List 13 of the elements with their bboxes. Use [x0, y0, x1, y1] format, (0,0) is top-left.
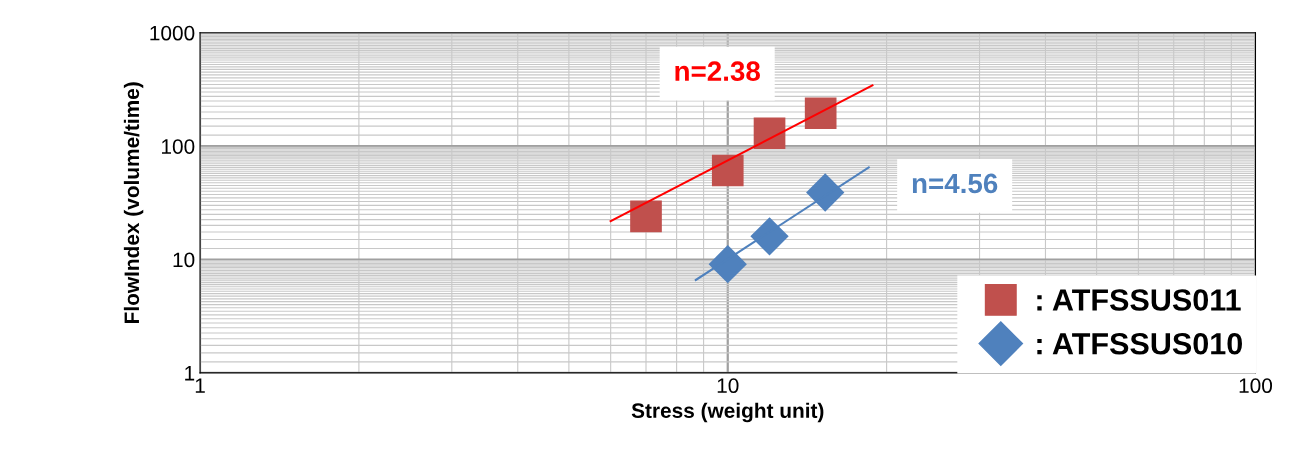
y-tick-label: 10	[173, 252, 195, 268]
annotation: n=4.56	[912, 173, 998, 194]
y-tick-label: 1	[185, 366, 195, 381]
x-tick-label: 100	[1239, 378, 1273, 394]
annotation: n=2.38	[675, 61, 760, 82]
y-axis-title: FlowIndex (volume/time)	[123, 82, 144, 323]
x-axis-title: Stress (weight unit)	[631, 402, 824, 423]
x-tick-label: 1	[195, 378, 205, 393]
legend-label: : ATFSSUS010	[1037, 332, 1242, 355]
y-tick-label: 100	[162, 139, 195, 154]
x-tick-label: 10	[717, 378, 739, 394]
legend-label: : ATFSSUS011	[1037, 289, 1241, 311]
y-tick-label: 1000	[150, 25, 195, 41]
